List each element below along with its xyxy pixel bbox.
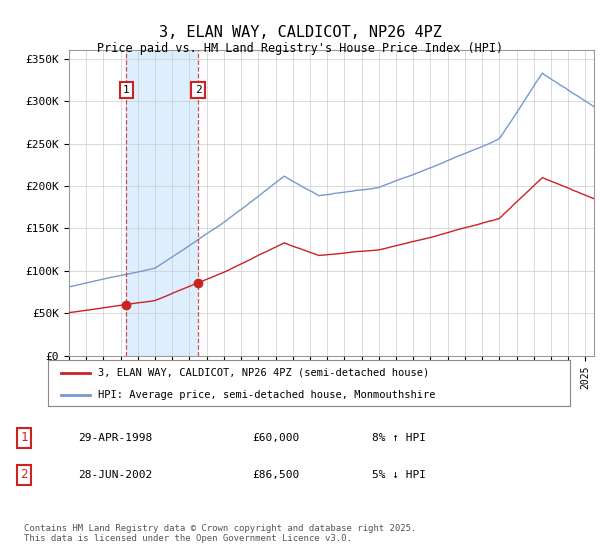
Text: 2: 2: [20, 468, 28, 482]
Text: 2: 2: [195, 85, 202, 95]
Text: HPI: Average price, semi-detached house, Monmouthshire: HPI: Average price, semi-detached house,…: [98, 390, 435, 399]
Text: Contains HM Land Registry data © Crown copyright and database right 2025.
This d: Contains HM Land Registry data © Crown c…: [24, 524, 416, 543]
Text: 5% ↓ HPI: 5% ↓ HPI: [372, 470, 426, 480]
Text: 3, ELAN WAY, CALDICOT, NP26 4PZ: 3, ELAN WAY, CALDICOT, NP26 4PZ: [158, 25, 442, 40]
Bar: [127, 50, 198, 356]
Text: 1: 1: [123, 85, 130, 95]
Text: Price paid vs. HM Land Registry's House Price Index (HPI): Price paid vs. HM Land Registry's House …: [97, 42, 503, 55]
Text: 28-JUN-2002: 28-JUN-2002: [78, 470, 152, 480]
Text: 3, ELAN WAY, CALDICOT, NP26 4PZ (semi-detached house): 3, ELAN WAY, CALDICOT, NP26 4PZ (semi-de…: [98, 368, 429, 378]
Text: £86,500: £86,500: [252, 470, 299, 480]
Text: 1: 1: [20, 431, 28, 445]
Text: 29-APR-1998: 29-APR-1998: [78, 433, 152, 443]
Text: 8% ↑ HPI: 8% ↑ HPI: [372, 433, 426, 443]
Text: £60,000: £60,000: [252, 433, 299, 443]
